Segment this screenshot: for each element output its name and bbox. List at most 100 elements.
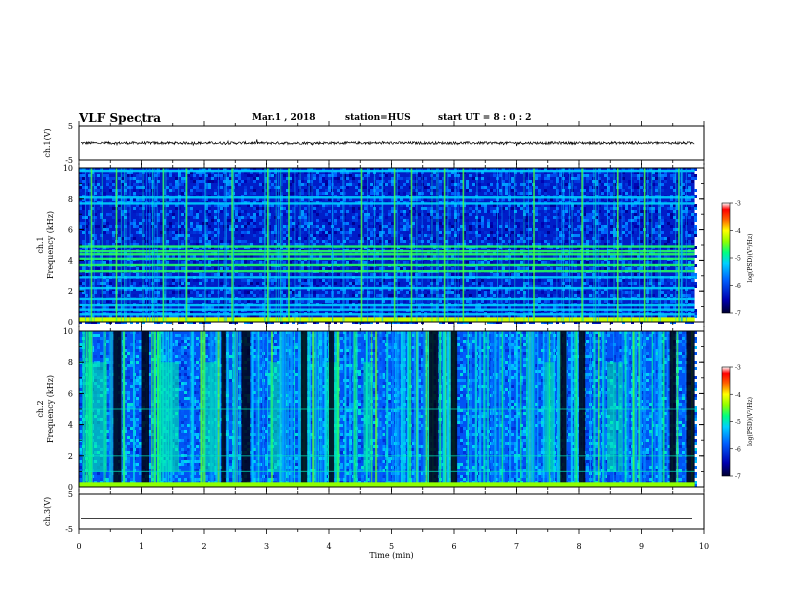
spectrogram-cell: [409, 315, 412, 318]
spectrogram-cell: [583, 213, 586, 216]
spectrogram-cell: [367, 240, 370, 243]
spectrogram-cell: [367, 168, 370, 171]
spectrogram-cell: [244, 291, 247, 294]
spectrogram-cell: [109, 186, 112, 189]
spectrogram-cell: [439, 192, 442, 195]
spectrogram-cell: [286, 243, 289, 246]
spectrogram-cell: [502, 267, 505, 270]
spectrogram-cell: [400, 216, 403, 219]
station-label: station=HUS: [345, 113, 411, 123]
spectrogram-cell: [589, 225, 592, 228]
spectrogram-cell: [403, 213, 406, 216]
spectrogram-cell: [478, 234, 481, 237]
spectrogram-cell: [394, 168, 397, 171]
spectrogram-cell: [577, 219, 580, 222]
spectrogram-cell: [514, 228, 517, 231]
spectrogram-cell: [574, 234, 577, 237]
spectrogram-cell: [103, 174, 106, 177]
spectrogram-cell: [481, 219, 484, 222]
spectrogram-cell: [412, 300, 415, 303]
spectrogram-cell: [424, 231, 427, 234]
spectrogram-cell: [418, 282, 421, 285]
spectrogram-cell: [418, 168, 421, 171]
spectrogram-cell: [520, 171, 523, 174]
spectrogram-cell: [253, 216, 256, 219]
spectrogram-cell: [376, 315, 379, 318]
spectrogram-cell: [235, 219, 238, 222]
spectrogram-cell: [187, 171, 190, 174]
spectrogram-cell: [286, 177, 289, 180]
spectrogram-cell: [304, 207, 307, 210]
spectrogram-cell: [349, 171, 352, 174]
spectrogram-cell: [463, 204, 466, 207]
spectrogram-cell: [436, 300, 439, 303]
spectrogram-cell: [178, 204, 181, 207]
spectrogram-cell: [466, 234, 469, 237]
spectrogram-cell: [193, 180, 196, 183]
spectrogram-cell: [133, 243, 136, 246]
spectrogram-cell: [163, 189, 166, 192]
spectrogram-cell: [193, 186, 196, 189]
spectrogram-cell: [244, 255, 247, 258]
spectrogram-cell: [208, 183, 211, 186]
spectrogram-cell: [346, 300, 349, 303]
date-label: Mar.1 , 2018: [252, 113, 316, 123]
spectrogram-cell: [340, 186, 343, 189]
spectrogram-cell: [154, 177, 157, 180]
spectrogram-cell: [250, 204, 253, 207]
spectrogram-cell: [256, 306, 259, 309]
spectrogram-cell: [121, 168, 124, 171]
spectrogram-cell: [178, 180, 181, 183]
spectrogram-cell: [541, 222, 544, 225]
spectrogram-cell: [133, 240, 136, 243]
spectrogram-cell: [91, 207, 94, 210]
spectrogram-cell: [556, 228, 559, 231]
spectrogram-cell: [322, 180, 325, 183]
spectrogram-cell: [106, 294, 109, 297]
spectrogram-cell: [94, 180, 97, 183]
spectrogram-cell: [313, 234, 316, 237]
spectrogram-cell: [409, 228, 412, 231]
spectrogram-cell: [136, 174, 139, 177]
spectrogram-cell: [475, 192, 478, 195]
spectrogram-cell: [268, 180, 271, 183]
spectrogram-cell: [370, 186, 373, 189]
spectrogram-cell: [427, 255, 430, 258]
spectrogram-cell: [550, 294, 553, 297]
spectrogram-cell: [337, 198, 340, 201]
spectrogram-cell: [541, 192, 544, 195]
spectrogram-cell: [439, 291, 442, 294]
spectrogram-cell: [199, 231, 202, 234]
spectrogram-cell: [493, 192, 496, 195]
spectrogram-cell: [142, 285, 145, 288]
spectrogram-cell: [292, 291, 295, 294]
spectrogram-cell: [241, 198, 244, 201]
spectrogram-cell: [334, 255, 337, 258]
spectrogram-cell: [265, 216, 268, 219]
spectrogram-cell: [550, 204, 553, 207]
spectrogram-cell: [514, 174, 517, 177]
spectrogram-cell: [292, 177, 295, 180]
spectrogram-cell: [382, 183, 385, 186]
spectrogram-cell: [112, 177, 115, 180]
spectrogram-cell: [361, 240, 364, 243]
spectrogram-cell: [475, 282, 478, 285]
spectrogram-cell: [286, 267, 289, 270]
spectrogram-cell: [103, 291, 106, 294]
spectrogram-cell: [298, 171, 301, 174]
spectrogram-cell: [247, 171, 250, 174]
spectrogram-cell: [352, 228, 355, 231]
spectrogram-cell: [100, 198, 103, 201]
spectrogram-cell: [553, 225, 556, 228]
spectrogram-cell: [358, 267, 361, 270]
spectrogram-cell: [361, 273, 364, 276]
spectrogram-cell: [208, 168, 211, 171]
spectrogram-cell: [157, 180, 160, 183]
spectrogram-cell: [250, 282, 253, 285]
spectrogram-cell: [427, 186, 430, 189]
spectrogram-cell: [490, 168, 493, 171]
spectrogram-cell: [250, 261, 253, 264]
spectrogram-cell: [433, 294, 436, 297]
spectrogram-cell: [493, 189, 496, 192]
spectrogram-cell: [244, 267, 247, 270]
